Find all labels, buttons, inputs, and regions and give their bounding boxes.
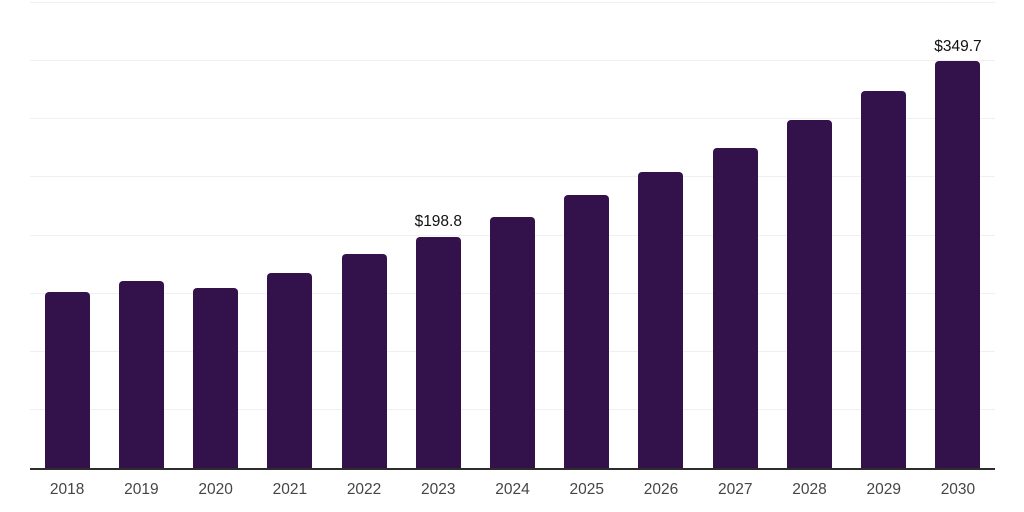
bar-2029 [861,91,907,468]
bar-2025 [564,194,610,468]
bar-group-2018 [30,3,104,468]
bar-2019 [118,280,164,468]
x-tick-2021: 2021 [272,481,308,498]
bar-2022 [341,253,387,468]
bar-group-2026 [624,3,698,468]
x-tick-2029: 2029 [866,481,901,498]
bar-2021 [267,273,313,468]
x-tick-2025: 2025 [569,481,604,498]
plot-area: $198.8 $349.7 [30,2,995,470]
x-tick-2024: 2024 [495,481,530,498]
bar-2023 [415,236,461,468]
x-axis-labels: 2018 2019 2020 2021 2022 2023 2024 2025 2026 2027… [30,481,995,500]
bar-2028 [786,120,832,468]
x-tick-2030: 2030 [940,481,976,498]
bar-group-2029 [847,3,921,468]
x-tick-2027: 2027 [717,481,753,498]
bar-2030 [935,61,981,468]
gridline-300 [30,118,995,120]
bar-group-2020 [178,3,252,468]
x-tick-2022: 2022 [346,481,382,498]
bar-2018 [44,291,90,468]
bar-group-2024 [475,3,549,468]
bar-group-2028 [772,3,846,468]
x-tick-2028: 2028 [792,481,827,498]
bar-group-2021 [253,3,327,468]
value-label-2023: $198.8 [414,213,462,231]
bar-group-2027 [698,3,772,468]
bar-2027 [712,147,758,468]
bar-group-2023: $198.8 [401,3,475,468]
bars: $198.8 $349.7 [30,3,995,468]
x-tick-2020: 2020 [198,481,233,498]
bar-group-2019 [104,3,178,468]
bar-2020 [193,287,239,468]
bar-2024 [490,216,536,468]
bar-group-2030: $349.7 [921,3,995,468]
bar-group-2022 [327,3,401,468]
value-label-2030: $349.7 [934,37,982,55]
bar-2026 [638,172,684,468]
bar-group-2025 [550,3,624,468]
x-tick-2026: 2026 [643,481,679,498]
x-tick-2019: 2019 [124,481,159,498]
x-tick-2023: 2023 [421,481,456,498]
gridline-250 [30,176,995,178]
gridline-400 [30,2,995,3]
gridline-350 [30,60,995,62]
x-tick-2018: 2018 [49,481,85,498]
